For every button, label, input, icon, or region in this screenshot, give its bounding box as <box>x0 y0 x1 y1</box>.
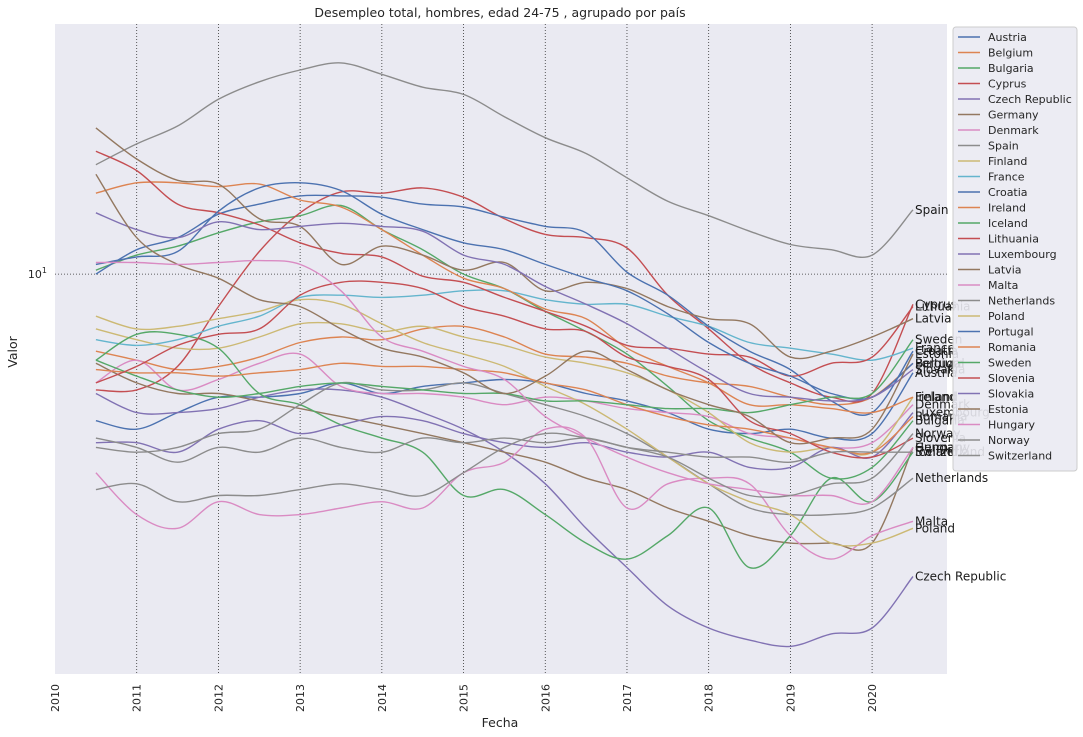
series-line-croatia <box>95 194 914 416</box>
end-label-cyprus: Cyprus <box>915 297 957 311</box>
legend-label-luxembourg: Luxembourg <box>988 248 1057 261</box>
end-label-finland: Finland <box>915 390 958 404</box>
series-line-hungary <box>95 259 914 505</box>
legend-label-finland: Finland <box>988 155 1027 168</box>
y-tick-label: 101 <box>28 266 47 281</box>
series-lines <box>95 62 914 648</box>
end-label-malta: Malta <box>915 514 948 528</box>
series-line-slovakia <box>95 212 914 402</box>
end-label-bulgaria: Bulgaria <box>915 414 965 428</box>
legend-label-switzerland: Switzerland <box>988 450 1052 463</box>
legend-label-hungary: Hungary <box>988 419 1035 432</box>
x-tick-label: 2011 <box>131 684 144 712</box>
legend-label-sweden: Sweden <box>988 357 1031 370</box>
series-line-spain <box>95 62 914 259</box>
x-tick-label: 2017 <box>621 684 634 712</box>
legend-label-bulgaria: Bulgaria <box>988 62 1034 75</box>
legend-label-lithuania: Lithuania <box>988 233 1039 246</box>
y-ticks: 101 <box>28 266 47 281</box>
legend-label-slovenia: Slovenia <box>988 372 1035 385</box>
end-label-iceland: Iceland <box>915 445 958 459</box>
legend-label-belgium: Belgium <box>988 47 1033 60</box>
series-line-belgium <box>95 325 914 406</box>
series-line-switzerland <box>95 437 913 463</box>
end-label-belgium: Belgium <box>915 356 964 370</box>
legend-label-estonia: Estonia <box>988 403 1029 416</box>
series-line-romania <box>95 362 914 455</box>
end-label-norway: Norway <box>915 427 961 441</box>
legend-label-austria: Austria <box>988 31 1027 44</box>
legend-label-czech-republic: Czech Republic <box>988 93 1072 106</box>
x-tick-label: 2019 <box>784 684 797 712</box>
legend-label-poland: Poland <box>988 310 1025 323</box>
legend: Austria Belgium Bulgaria Cyprus Czech Republ… <box>952 26 1078 472</box>
legend-label-malta: Malta <box>988 279 1018 292</box>
y-axis-label: Valor <box>5 335 20 367</box>
end-label-spain: Spain <box>915 203 949 217</box>
x-tick-label: 2015 <box>458 684 471 712</box>
legend-label-portugal: Portugal <box>988 326 1034 339</box>
series-line-portugal <box>95 182 914 400</box>
x-tick-label: 2020 <box>866 684 879 712</box>
x-tick-label: 2013 <box>294 684 307 712</box>
legend-label-croatia: Croatia <box>988 186 1028 199</box>
legend-label-spain: Spain <box>988 140 1019 153</box>
series-line-germany <box>95 362 914 551</box>
legend-label-germany: Germany <box>988 109 1039 122</box>
series-line-slovenia <box>95 280 914 459</box>
end-label-estonia: Estonia <box>915 347 959 361</box>
legend-label-netherlands: Netherlands <box>988 295 1055 308</box>
x-tick-label: 2016 <box>539 684 552 712</box>
legend-label-france: France <box>988 171 1025 184</box>
x-tick-label: 2014 <box>376 684 389 712</box>
end-label-austria: Austria <box>915 366 957 380</box>
legend-label-denmark: Denmark <box>988 124 1039 137</box>
series-line-ireland <box>95 181 914 414</box>
end-label-czech-republic: Czech Republic <box>915 569 1006 583</box>
x-tick-label: 2018 <box>703 684 716 712</box>
series-line-cyprus <box>95 187 914 403</box>
x-tick-label: 2012 <box>212 684 225 712</box>
series-line-poland <box>95 298 914 547</box>
series-line-norway <box>95 432 914 503</box>
series-line-luxembourg <box>95 412 914 471</box>
end-label-croatia: Croatia <box>915 344 958 358</box>
series-line-finland <box>95 321 914 456</box>
legend-label-norway: Norway <box>988 434 1030 447</box>
legend-label-romania: Romania <box>988 341 1036 354</box>
legend-label-ireland: Ireland <box>988 202 1026 215</box>
end-label-poland: Poland <box>915 521 955 535</box>
legend-box <box>952 26 1078 472</box>
legend-label-cyprus: Cyprus <box>988 78 1027 91</box>
legend-label-slovakia: Slovakia <box>988 388 1034 401</box>
series-line-france <box>95 289 914 361</box>
end-label-netherlands: Netherlands <box>915 471 988 485</box>
end-label-sweden: Sweden <box>915 333 962 347</box>
end-label-portugal: Portugal <box>915 356 965 370</box>
series-line-malta <box>95 426 914 560</box>
legend-label-latvia: Latvia <box>988 264 1022 277</box>
end-label-france: France <box>915 341 955 355</box>
legend-label-iceland: Iceland <box>988 217 1028 230</box>
chart-title: Desempleo total, hombres, edad 24-75 , a… <box>314 5 685 20</box>
series-line-latvia <box>95 127 914 360</box>
series-line-estonia <box>95 173 914 445</box>
x-tick-label: 2010 <box>49 684 62 712</box>
end-label-ireland: Ireland <box>915 390 957 404</box>
x-ticks: 2010 2011 2012 2013 2014 2015 2016 2017 2018 2019… <box>49 684 879 712</box>
end-label-latvia: Latvia <box>915 312 952 326</box>
x-axis-label: Fecha <box>482 715 519 730</box>
